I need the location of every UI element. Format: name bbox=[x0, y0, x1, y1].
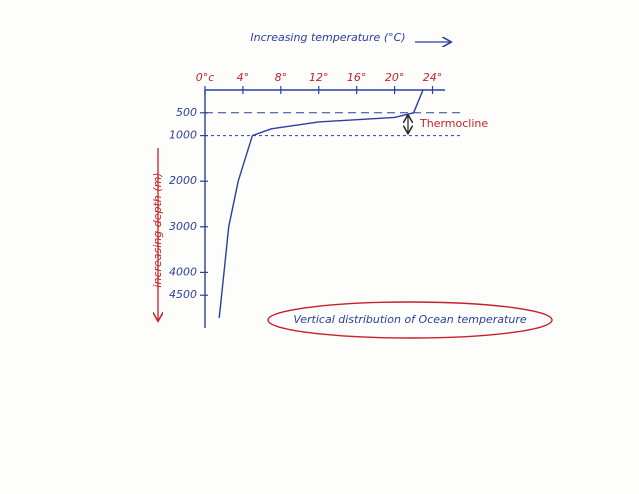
y-tick-label: 4500 bbox=[169, 288, 197, 301]
y-tick-label: 1000 bbox=[169, 129, 197, 142]
x-tick-label: 4° bbox=[237, 71, 250, 84]
x-tick-label: 16° bbox=[347, 71, 367, 84]
thermocline-label: Thermocline bbox=[419, 117, 488, 130]
x-tick-label: 0°c bbox=[196, 71, 215, 84]
x-tick-label: 20° bbox=[385, 71, 405, 84]
temperature-line bbox=[218, 89, 424, 319]
y-tick-label: 4000 bbox=[169, 265, 197, 278]
y-tick-label: 3000 bbox=[169, 220, 197, 233]
y-tick-label: 500 bbox=[176, 106, 197, 119]
chart-title: Vertical distribution of Ocean temperatu… bbox=[293, 313, 526, 326]
x-tick-label: 12° bbox=[309, 71, 329, 84]
y-tick-label: 2000 bbox=[169, 174, 197, 187]
title-ellipse bbox=[267, 301, 553, 339]
x-tick-label: 24° bbox=[423, 71, 443, 84]
x-tick-label: 8° bbox=[275, 71, 288, 84]
x-axis-label: Increasing temperature (°C) bbox=[250, 31, 405, 44]
